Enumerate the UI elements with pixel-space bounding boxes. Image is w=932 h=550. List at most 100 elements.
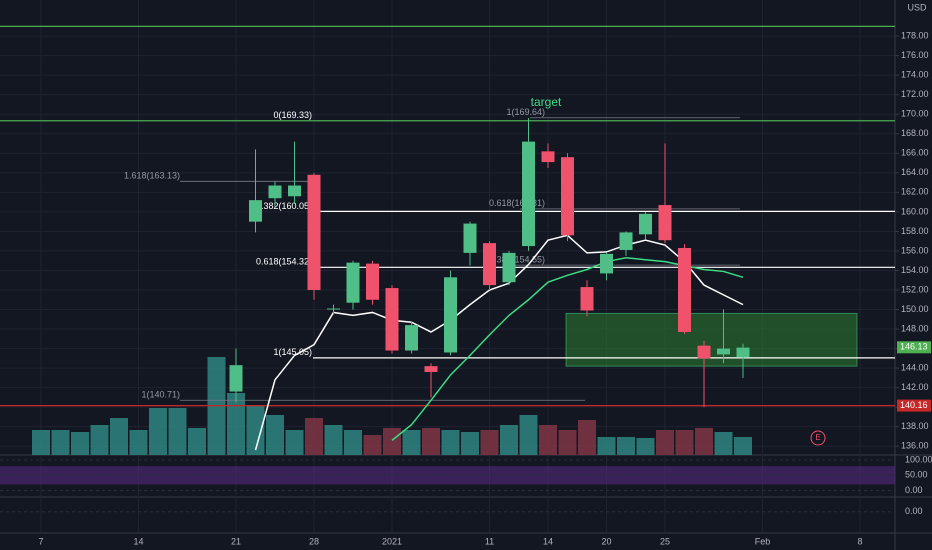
x-tick-label: 7 — [38, 536, 43, 546]
candle-body — [424, 366, 438, 373]
volume-bar — [461, 432, 479, 455]
candle-body — [483, 243, 496, 286]
volume-bar — [519, 415, 538, 455]
candle-body — [327, 308, 340, 310]
volume-bar — [558, 430, 577, 455]
x-tick-label: 20 — [601, 536, 611, 546]
y-tick-label: 0.00 — [905, 485, 923, 495]
volume-bar — [149, 408, 167, 455]
volume-bar — [71, 432, 89, 455]
candle-body — [600, 253, 613, 274]
volume-bar — [168, 408, 187, 455]
y-tick-label: 178.00 — [901, 31, 929, 41]
volume-bar — [363, 435, 382, 455]
fib-label: 0(169.33) — [273, 110, 312, 120]
currency: USD — [907, 2, 927, 12]
y-tick-label: 168.00 — [901, 128, 929, 138]
fib-label: 0.382(160.05) — [256, 201, 312, 211]
volume-bar — [578, 420, 596, 455]
volume-bar — [675, 430, 694, 455]
x-tick-label: 28 — [309, 536, 319, 546]
event-label: E — [815, 433, 820, 442]
price-tag-label: 146.13 — [900, 342, 928, 352]
candle-body — [405, 325, 418, 351]
y-tick-label: 138.00 — [901, 421, 929, 431]
candle-body — [717, 348, 730, 355]
x-tick-label: 14 — [543, 536, 553, 546]
y-tick-label: 170.00 — [901, 109, 929, 119]
y-tick-label: 166.00 — [901, 148, 929, 158]
x-tick-label: 2021 — [382, 536, 402, 546]
price-tag-label: 140.16 — [900, 400, 928, 410]
candle-body — [463, 223, 477, 253]
candle-body — [736, 347, 750, 358]
volume-bar — [402, 430, 421, 455]
volume-bar — [266, 415, 284, 455]
x-tick-label: 8 — [857, 536, 862, 546]
volume-bar — [480, 430, 499, 455]
candle-body — [444, 277, 457, 353]
event-marker — [810, 430, 826, 446]
fib-label: 1(145.05) — [273, 347, 312, 357]
y-tick-label: 100.00 — [905, 454, 932, 464]
volume-bar — [636, 438, 655, 455]
volume-bar — [441, 430, 460, 455]
y-tick-label: 0.00 — [905, 506, 923, 516]
candle-body — [561, 157, 574, 236]
volume-bar — [734, 437, 752, 455]
candle-body — [639, 213, 652, 235]
fib-label: 0.618(154.32) — [256, 257, 312, 267]
candle-body — [307, 174, 321, 290]
candle-body — [522, 141, 535, 247]
candle-body — [619, 232, 633, 250]
volume-bar — [695, 428, 713, 455]
price-tag — [897, 341, 931, 354]
y-tick-label: 144.00 — [901, 362, 929, 372]
fib-label: 0.618(160.31) — [489, 198, 545, 208]
volume-bar — [51, 430, 70, 455]
volume-bar — [227, 393, 245, 455]
target-label: target — [531, 95, 562, 109]
volume-bar — [539, 425, 557, 455]
x-tick-label: 14 — [133, 536, 143, 546]
x-tick-label: Feb — [755, 536, 771, 546]
y-tick-label: 172.00 — [901, 89, 929, 99]
candle-body — [502, 252, 516, 283]
y-tick-label: 142.00 — [901, 382, 929, 392]
volume-bar — [714, 432, 733, 455]
y-tick-label: 158.00 — [901, 226, 929, 236]
x-tick-label: 11 — [485, 536, 494, 546]
fib-label: 0.382(154.55) — [489, 254, 545, 264]
volume-bar — [32, 430, 50, 455]
x-tick-label: 25 — [660, 536, 670, 546]
price-tag — [897, 399, 931, 412]
y-tick-label: 50.00 — [905, 470, 928, 480]
y-tick-label: 154.00 — [901, 265, 929, 275]
volume-bar — [500, 425, 518, 455]
candle-body — [580, 287, 594, 311]
y-tick-label: 164.00 — [901, 167, 929, 177]
volume-bar — [383, 428, 401, 455]
fib-label: 1(169.64) — [506, 107, 545, 117]
volume-bar — [617, 437, 635, 455]
y-tick-label: 176.00 — [901, 50, 929, 60]
indicator-band — [0, 466, 895, 485]
y-tick-label: 152.00 — [901, 284, 929, 294]
candle-body — [366, 263, 379, 300]
volume-bar — [597, 437, 616, 455]
volume-bar — [285, 430, 304, 455]
y-tick-label: 162.00 — [901, 187, 929, 197]
volume-bar — [90, 425, 109, 455]
candle-body — [268, 185, 282, 199]
candle-body — [288, 185, 301, 197]
candle-body — [385, 288, 399, 351]
volume-bar — [422, 428, 440, 455]
volume-bar — [305, 418, 323, 455]
y-tick-label: 136.00 — [901, 441, 929, 451]
volume-bar — [656, 430, 674, 455]
volume-bar — [188, 428, 206, 455]
y-tick-label: 160.00 — [901, 206, 929, 216]
